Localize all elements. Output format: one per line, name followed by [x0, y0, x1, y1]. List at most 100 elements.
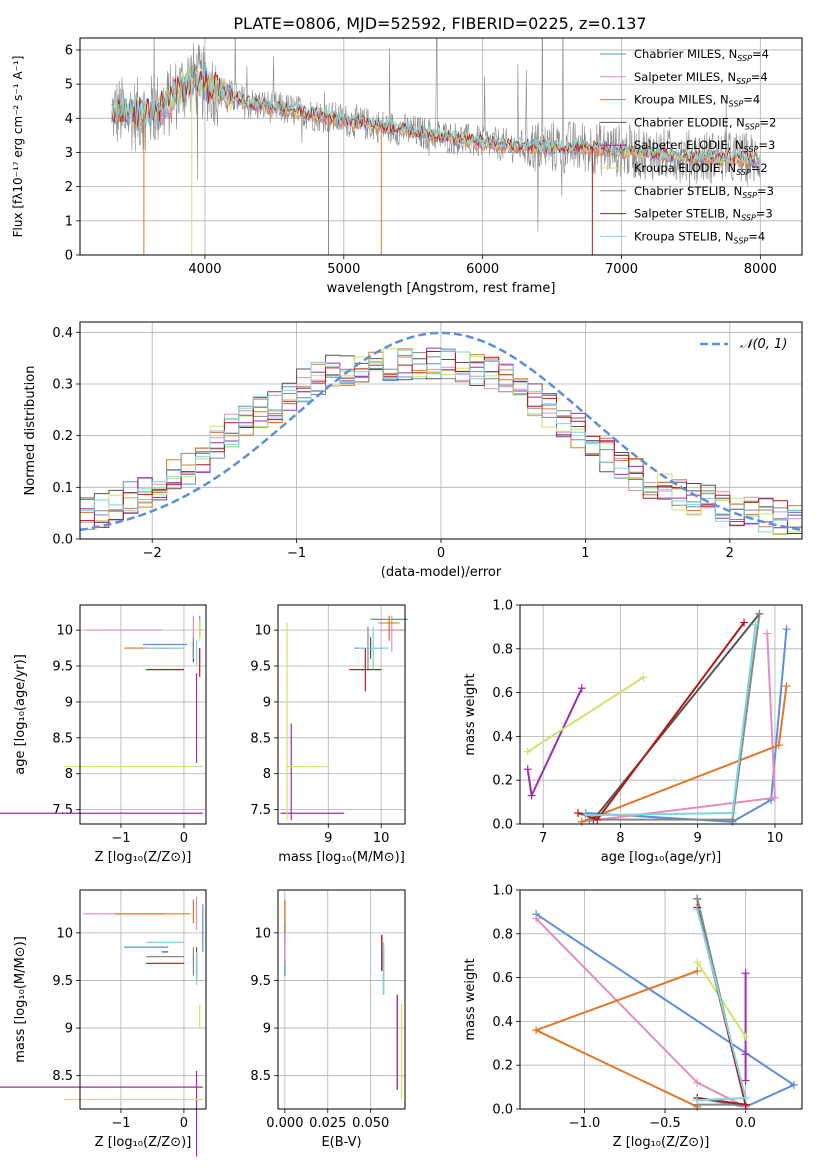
legend-entry: Salpeter MILES, NSSP=4	[634, 70, 768, 86]
y-tick-label: 0.6	[492, 971, 513, 986]
y-tick-label: 0.0	[492, 818, 513, 833]
legend-entry: Chabrier STELIB, NSSP=3	[634, 184, 774, 200]
y-tick-label: 8	[263, 767, 271, 782]
y-axis-label: mass weight	[463, 958, 478, 1040]
y-tick-label: 3	[65, 146, 73, 161]
y-tick-label: 9.5	[52, 660, 73, 675]
mass-weight-line	[533, 970, 698, 1108]
y-tick-label: 0.1	[52, 481, 73, 496]
legend-suffix: =4	[748, 229, 765, 243]
x-tick-label: 8	[616, 831, 624, 846]
y-tick-label: 9	[65, 695, 73, 710]
y-tick-label: 0.8	[492, 642, 513, 657]
legend-subscript: SSP	[737, 54, 752, 63]
legend-suffix: =4	[743, 93, 760, 107]
y-tick-label: 9	[263, 1022, 271, 1037]
mass-weight-line	[526, 687, 583, 799]
y-axis-label: mass weight	[463, 673, 478, 755]
legend-suffix: =3	[757, 184, 774, 198]
y-tick-label: 9.5	[52, 974, 73, 989]
legend-suffix: =2	[751, 161, 768, 175]
y-tick-label: 0.3	[52, 378, 73, 393]
x-tick-label: −1.0	[569, 1116, 601, 1131]
x-axis-label: Z [log₁₀(Z/Z⊙)]	[613, 1135, 710, 1150]
y-tick-label: 0.2	[492, 1059, 513, 1074]
y-tick-label: 9	[263, 695, 271, 710]
normal-distribution-curve	[79, 331, 803, 532]
y-axis-label: mass [log₁₀(M/M⊙)]	[13, 936, 28, 1063]
legend-subscript: SSP	[736, 168, 751, 177]
spectrum-lines	[111, 38, 761, 255]
y-tick-label: 7.5	[52, 803, 73, 818]
x-tick-label: 0.025	[309, 1116, 346, 1131]
x-tick-label: −2	[143, 546, 162, 561]
legend-suffix: =4	[752, 47, 769, 61]
mass-weight-vs-age-panel: 7 8 9 10 0.0 0.2 0.4 0.6 0.8 1.0 age [log₁₀(age/yr…	[463, 599, 803, 865]
y-tick-label: 0.4	[492, 730, 513, 745]
x-tick-label: 8000	[744, 262, 777, 277]
axes-frame	[79, 37, 803, 256]
axes-frame	[79, 321, 803, 540]
age-vs-mass-panel: 9 10 7.5 8 8.5 9 9.5 10 mass [log₁₀(M/M⊙)]	[250, 604, 408, 865]
axes-frame	[79, 889, 207, 1110]
mass-weight-line	[535, 913, 796, 1108]
y-tick-label: 4	[65, 112, 73, 127]
mass-weight-vs-metallicity-panel: −1.0 −0.5 0.0 0.0 0.2 0.4 0.6 0.8 1.0 Z [log₁₀(Z/…	[463, 884, 803, 1150]
y-tick-label: 2	[65, 180, 73, 195]
age-vs-metallicity-panel: −1 0 7.5 8 8.5 9 9.5 10 Z [log₁₀(Z/Z⊙)] age [log₁…	[0, 604, 207, 865]
legend-suffix: =4	[751, 70, 768, 84]
y-tick-label: 7.5	[250, 803, 271, 818]
y-tick-label: 8	[65, 767, 73, 782]
spectrum-panel: 4000 5000 6000 7000 8000 0 1 2 3 4 5 6 wavelength [A…	[11, 37, 803, 296]
legend-suffix: =3	[758, 138, 775, 152]
x-tick-label: −1	[111, 1116, 130, 1131]
legend-entry: Kroupa ELODIE, NSSP=2	[634, 161, 768, 177]
x-tick-label: 0.000	[266, 1116, 303, 1131]
x-tick-label: 4000	[188, 262, 221, 277]
x-tick-label: −1	[287, 546, 306, 561]
residual-histogram-step	[80, 349, 802, 533]
y-tick-label: 6	[65, 43, 73, 58]
model-spectrum-line	[111, 60, 760, 164]
legend-entry: Chabrier MILES, NSSP=4	[634, 47, 769, 63]
y-tick-label: 0	[65, 249, 73, 264]
y-tick-label: 10	[56, 926, 73, 941]
x-tick-label: 0	[437, 546, 445, 561]
spectrum-legend: Chabrier MILES, NSSP=4 Salpeter MILES, NS…	[600, 47, 776, 245]
axes-frame	[519, 889, 803, 1110]
x-axis-label: age [log₁₀(age/yr)]	[601, 850, 722, 865]
y-tick-label: 0.4	[492, 1015, 513, 1030]
y-tick-label: 10	[254, 926, 271, 941]
x-tick-label: 9	[694, 831, 702, 846]
model-spectrum-line	[111, 63, 760, 164]
y-tick-label: 9.5	[250, 660, 271, 675]
legend-subscript: SSP	[736, 77, 751, 86]
x-tick-label: 0	[180, 1116, 188, 1131]
x-tick-label: 1	[581, 546, 589, 561]
legend-entry: 𝒩(0, 1)	[740, 337, 787, 352]
mass-weight-line	[581, 633, 777, 823]
y-tick-label: 10	[56, 624, 73, 639]
y-tick-label: 1.0	[492, 884, 513, 899]
y-tick-label: 0.0	[492, 1103, 513, 1118]
mass-weight-line	[585, 629, 788, 823]
y-axis-label: Normed distribution	[23, 366, 38, 496]
legend-entry: Kroupa STELIB, NSSP=4	[634, 229, 765, 245]
x-tick-label: 6000	[466, 262, 499, 277]
y-axis-label: age [log₁₀(age/yr)]	[13, 654, 28, 775]
legend-subscript: SSP	[741, 214, 756, 223]
y-tick-label: 0.6	[492, 686, 513, 701]
y-tick-label: 5	[65, 78, 73, 93]
legend-subscript: SSP	[742, 191, 757, 200]
legend-subscript: SSP	[744, 145, 759, 154]
x-tick-label: 0.0	[735, 1116, 756, 1131]
axes-frame	[519, 604, 803, 825]
y-tick-label: 8.5	[250, 731, 271, 746]
y-tick-label: 0.8	[492, 927, 513, 942]
axes-frame	[79, 604, 207, 825]
x-axis-label: (data-model)/error	[381, 565, 502, 580]
x-tick-label: 7	[539, 831, 547, 846]
y-axis-label: Flux [fλ10⁻¹⁷ erg cm⁻² s⁻¹ A⁻¹]	[11, 56, 25, 238]
x-axis-label: mass [log₁₀(M/M⊙)]	[278, 850, 405, 865]
